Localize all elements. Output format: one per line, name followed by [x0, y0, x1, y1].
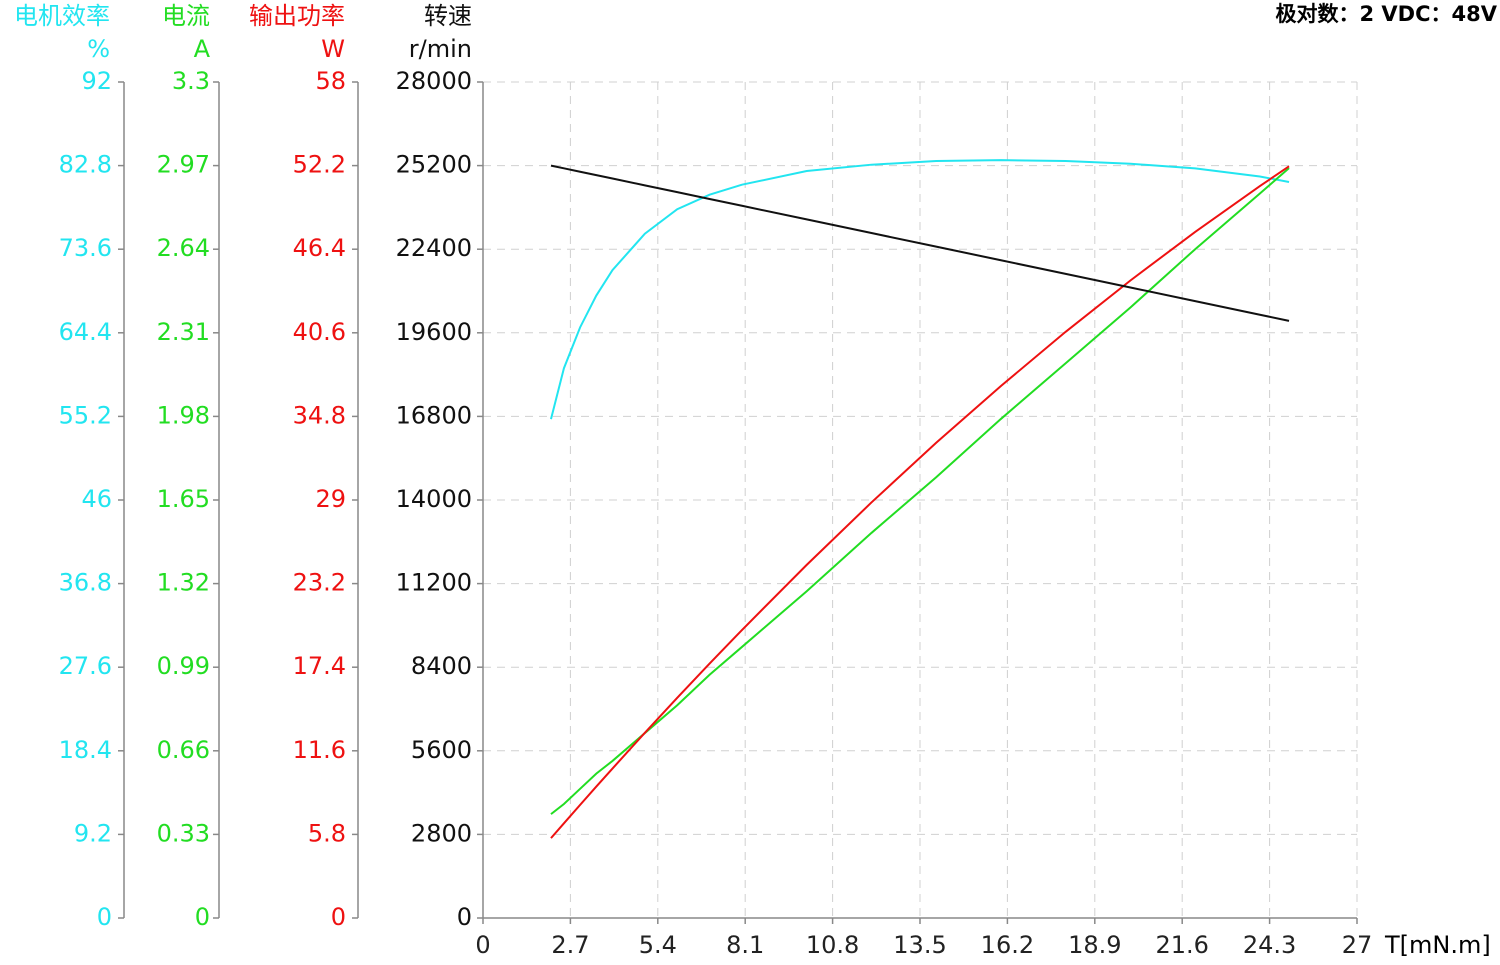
- x-tick-label: 24.3: [1243, 931, 1296, 959]
- annotation: 极对数：2 VDC：48V: [1276, 2, 1498, 26]
- y-tick-label: 58: [315, 67, 346, 95]
- y-tick-label: 0.66: [157, 736, 210, 764]
- y-tick-label: 23.2: [293, 569, 346, 597]
- y-tick-label: 0: [331, 903, 346, 931]
- series-line: [550, 167, 1290, 815]
- y-tick-label: 28000: [396, 67, 472, 95]
- y-tick-label: 11.6: [293, 736, 346, 764]
- y-tick-label: 29: [315, 485, 346, 513]
- x-tick-label: 21.6: [1155, 931, 1208, 959]
- series-line: [550, 165, 1290, 839]
- x-tick-label: 5.4: [639, 931, 677, 959]
- y-tick-label: 73.6: [59, 234, 112, 262]
- y-tick-label: 0: [97, 903, 112, 931]
- axis-title: 转速: [424, 2, 472, 30]
- y-tick-label: 5600: [411, 736, 472, 764]
- y-tick-label: 36.8: [59, 569, 112, 597]
- y-tick-label: 2.97: [157, 151, 210, 179]
- y-tick-label: 8400: [411, 652, 472, 680]
- axis-unit: r/min: [409, 35, 472, 63]
- x-tick-label: 10.8: [806, 931, 859, 959]
- axis-title: 电流: [162, 2, 210, 30]
- y-tick-label: 2.64: [157, 234, 210, 262]
- y-tick-label: 19600: [396, 318, 472, 346]
- y-tick-label: 92: [81, 67, 112, 95]
- y-tick-label: 0.33: [157, 819, 210, 847]
- axis-unit: A: [194, 35, 211, 63]
- x-tick-label: 8.1: [726, 931, 764, 959]
- x-tick-label: 13.5: [893, 931, 946, 959]
- y-tick-label: 2800: [411, 819, 472, 847]
- x-tick-label: 2.7: [551, 931, 589, 959]
- y-tick-label: 1.98: [157, 401, 210, 429]
- y-tick-label: 1.65: [157, 485, 210, 513]
- y-tick-label: 9.2: [74, 819, 112, 847]
- y-tick-label: 11200: [396, 569, 472, 597]
- y-tick-label: 52.2: [293, 151, 346, 179]
- y-tick-label: 46.4: [293, 234, 346, 262]
- y-tick-label: 5.8: [308, 819, 346, 847]
- y-tick-label: 17.4: [293, 652, 346, 680]
- x-tick-label: 27: [1342, 931, 1373, 959]
- y-tick-label: 46: [81, 485, 112, 513]
- y-tick-label: 40.6: [293, 318, 346, 346]
- y-tick-label: 0: [195, 903, 210, 931]
- x-axis-label: T[mN.m]: [1384, 931, 1491, 959]
- y-tick-label: 3.3: [172, 67, 210, 95]
- y-tick-label: 1.32: [157, 569, 210, 597]
- series-line: [550, 159, 1290, 420]
- x-tick-label: 16.2: [981, 931, 1034, 959]
- y-tick-label: 0.99: [157, 652, 210, 680]
- y-tick-label: 34.8: [293, 401, 346, 429]
- y-tick-label: 14000: [396, 485, 472, 513]
- y-tick-label: 2.31: [157, 318, 210, 346]
- y-tick-label: 18.4: [59, 736, 112, 764]
- y-tick-label: 27.6: [59, 652, 112, 680]
- y-tick-label: 55.2: [59, 401, 112, 429]
- axis-title: 电机效率: [14, 2, 110, 30]
- axis-unit: W: [321, 35, 345, 63]
- x-tick-label: 0: [475, 931, 490, 959]
- y-tick-label: 82.8: [59, 151, 112, 179]
- y-tick-label: 64.4: [59, 318, 112, 346]
- y-tick-label: 25200: [396, 151, 472, 179]
- y-tick-label: 0: [457, 903, 472, 931]
- axis-title: 输出功率: [249, 2, 345, 30]
- series-line: [550, 164, 1290, 322]
- x-tick-label: 18.9: [1068, 931, 1121, 959]
- y-tick-label: 16800: [396, 401, 472, 429]
- y-tick-label: 22400: [396, 234, 472, 262]
- axis-unit: %: [87, 35, 110, 63]
